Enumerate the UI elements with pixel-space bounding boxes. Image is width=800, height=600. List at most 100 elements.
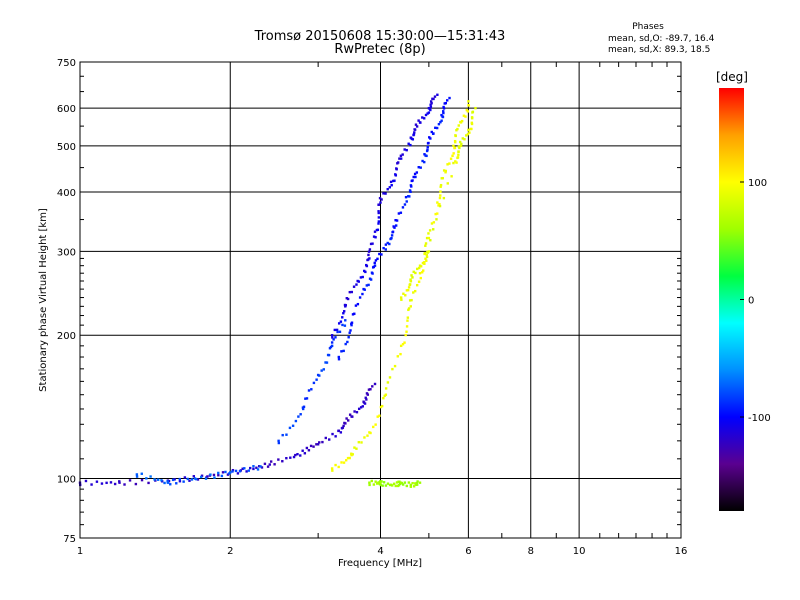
o-mode-point — [331, 432, 334, 436]
o-mode-point — [405, 148, 408, 152]
o-mode-point — [436, 93, 439, 96]
x-mode-point — [460, 142, 463, 146]
o-mode-point — [376, 257, 379, 261]
x-tick-label: 4 — [377, 546, 383, 557]
o-mode-point — [312, 381, 316, 385]
o-mode-point — [309, 444, 313, 448]
o-mode-point — [344, 342, 347, 346]
o-mode-point — [338, 330, 342, 333]
x-mode-point — [407, 307, 411, 310]
x-mode-point — [408, 283, 412, 286]
o-mode-point — [350, 323, 353, 327]
x-mode-point — [330, 467, 334, 470]
x-mode-point — [412, 270, 415, 274]
o-mode-point — [373, 230, 377, 233]
x-mode-point — [357, 441, 361, 444]
o-mode-point — [328, 347, 332, 350]
o-mode-point — [252, 465, 255, 468]
o-mode-point — [339, 320, 343, 323]
o-mode-point — [371, 385, 374, 388]
o-mode-point — [378, 252, 381, 256]
o-mode-point — [398, 157, 401, 160]
x-mode-point — [419, 276, 423, 280]
x-mode-point — [439, 185, 442, 188]
y-tick-label: 600 — [57, 104, 76, 115]
o-mode-point — [327, 353, 331, 357]
o-mode-point — [337, 358, 341, 361]
phase-stats-o: mean, sd,O: -89.7, 16.4 — [608, 34, 715, 44]
x-mode-point — [438, 204, 442, 208]
o-mode-point — [273, 463, 276, 466]
x-mode-point — [379, 481, 382, 484]
o-mode-point — [393, 226, 396, 229]
o-mode-point — [296, 452, 299, 456]
x-mode-point — [425, 236, 429, 240]
o-mode-point — [263, 462, 267, 466]
x-mode-point — [421, 271, 424, 274]
o-mode-point — [430, 102, 433, 105]
o-mode-point — [412, 133, 416, 136]
phase-stats-x: mean, sd,X: 89.3, 18.5 — [608, 45, 710, 55]
x-mode-point — [378, 414, 381, 417]
o-mode-point — [325, 361, 329, 364]
o-mode-point — [307, 389, 311, 392]
o-mode-point — [433, 95, 437, 98]
o-mode-point — [421, 159, 424, 163]
o-mode-point — [345, 297, 348, 300]
o-mode-point — [344, 305, 347, 308]
x-mode-point — [454, 140, 457, 144]
o-mode-point — [340, 350, 343, 353]
o-mode-point — [331, 336, 334, 339]
o-mode-point — [386, 241, 389, 245]
x-mode-point — [437, 204, 440, 207]
o-mode-point — [432, 97, 435, 101]
o-mode-point — [374, 259, 378, 262]
x-mode-point — [408, 299, 412, 302]
o-mode-point — [337, 322, 341, 325]
x-mode-point — [392, 482, 396, 485]
x-mode-point — [444, 169, 447, 173]
x-mode-point — [389, 483, 393, 487]
o-mode-point — [429, 137, 432, 140]
y-tick-label: 500 — [57, 142, 76, 153]
colorbar-ticks: 100 0 -100 — [740, 178, 771, 424]
o-mode-point — [364, 396, 367, 399]
x-mode-point — [423, 262, 426, 265]
o-mode-point — [424, 113, 428, 117]
o-mode-point — [408, 195, 411, 198]
x-mode-point — [439, 190, 442, 193]
o-mode-point — [358, 296, 362, 299]
x-mode-point — [398, 480, 401, 483]
o-mode-point — [134, 482, 138, 486]
x-mode-point — [413, 289, 417, 293]
o-mode-point — [430, 130, 433, 134]
x-mode-point — [407, 481, 411, 484]
o-mode-point — [409, 190, 412, 194]
x-mode-point — [446, 163, 449, 166]
x-tick-label: 8 — [528, 546, 534, 557]
o-mode-point — [437, 122, 441, 126]
x-mode-point — [405, 289, 409, 292]
o-mode-point — [342, 424, 345, 428]
o-mode-point — [350, 415, 353, 418]
o-mode-point — [361, 405, 364, 408]
o-mode-point — [217, 474, 220, 477]
o-mode-point — [390, 236, 393, 240]
o-mode-point — [186, 477, 189, 481]
x-mode-point — [470, 127, 473, 131]
o-mode-point — [343, 324, 347, 327]
x-mode-point — [379, 405, 383, 409]
o-mode-point — [377, 220, 381, 223]
o-mode-point — [135, 475, 139, 478]
o-mode-point — [429, 103, 432, 106]
o-mode-point — [435, 126, 439, 130]
x-mode-point — [460, 119, 464, 123]
o-mode-point — [312, 445, 315, 448]
o-mode-point — [394, 224, 398, 227]
o-mode-point — [178, 477, 181, 481]
o-mode-point — [209, 473, 212, 476]
o-mode-point — [359, 276, 363, 279]
x-mode-point — [350, 453, 353, 457]
x-mode-point — [396, 355, 400, 358]
o-mode-point — [292, 455, 296, 459]
